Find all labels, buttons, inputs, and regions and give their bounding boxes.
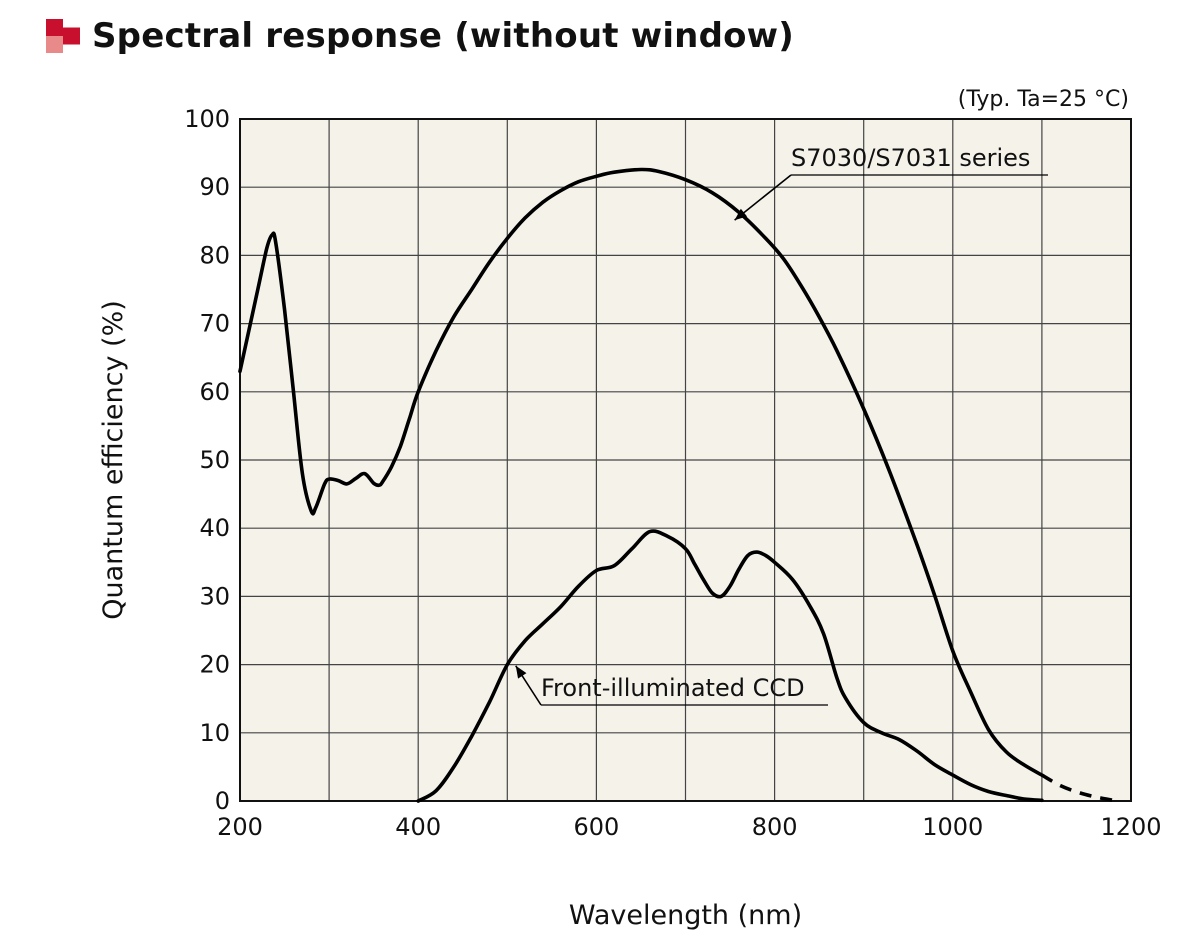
page-title: Spectral response (without window) [92, 16, 795, 56]
annotation-s7030-s7031-leader [734, 174, 792, 221]
x-tick-labels: 200 400 600 800 1000 1200 [217, 813, 1161, 841]
y-tick-label: 80 [199, 241, 230, 269]
series-line-s7030-s7031-extension [1040, 773, 1114, 803]
x-tick-label: 1200 [1100, 813, 1161, 841]
y-tick-label: 90 [199, 173, 230, 201]
y-tick-label: 30 [199, 582, 230, 610]
y-axis-label: Quantum efficiency (%) [98, 300, 129, 620]
annotation-layer: S7030/S7031 series Front-illuminated CCD [515, 144, 1048, 706]
y-tick-label: 50 [199, 446, 230, 474]
x-tick-label: 1000 [922, 813, 983, 841]
grid-lines [240, 119, 1131, 801]
y-tick-label: 70 [199, 310, 230, 338]
series-line-front-illuminated-ccd [416, 529, 1044, 803]
annotation-front-illuminated-ccd-arrowhead [515, 665, 527, 679]
annotation-s7030-s7031-arrowhead [734, 208, 748, 221]
y-tick-label: 10 [199, 719, 230, 747]
plot-frame [239, 118, 1132, 802]
y-tick-label: 60 [199, 378, 230, 406]
series-layer [238, 167, 1114, 803]
x-tick-label: 400 [395, 813, 441, 841]
series-line-s7030-s7031 [238, 167, 1044, 777]
y-tick-label: 20 [199, 651, 230, 679]
condition-note: (Typ. Ta=25 °C) [958, 87, 1129, 112]
y-tick-labels: 0 10 20 30 40 50 60 70 80 90 100 [184, 105, 230, 815]
title-row: Spectral response (without window) [46, 10, 794, 62]
annotation-s7030-s7031: S7030/S7031 series [791, 144, 1030, 172]
annotation-front-illuminated-ccd: Front-illuminated CCD [541, 674, 805, 702]
hamamatsu-logo-icon [46, 19, 80, 53]
y-tick-label: 100 [184, 105, 230, 133]
x-axis-label: Wavelength (nm) [569, 900, 802, 931]
y-tick-label: 0 [215, 787, 230, 815]
y-tick-label: 40 [199, 514, 230, 542]
x-tick-label: 600 [573, 813, 619, 841]
x-tick-label: 800 [752, 813, 798, 841]
x-tick-label: 200 [217, 813, 263, 841]
